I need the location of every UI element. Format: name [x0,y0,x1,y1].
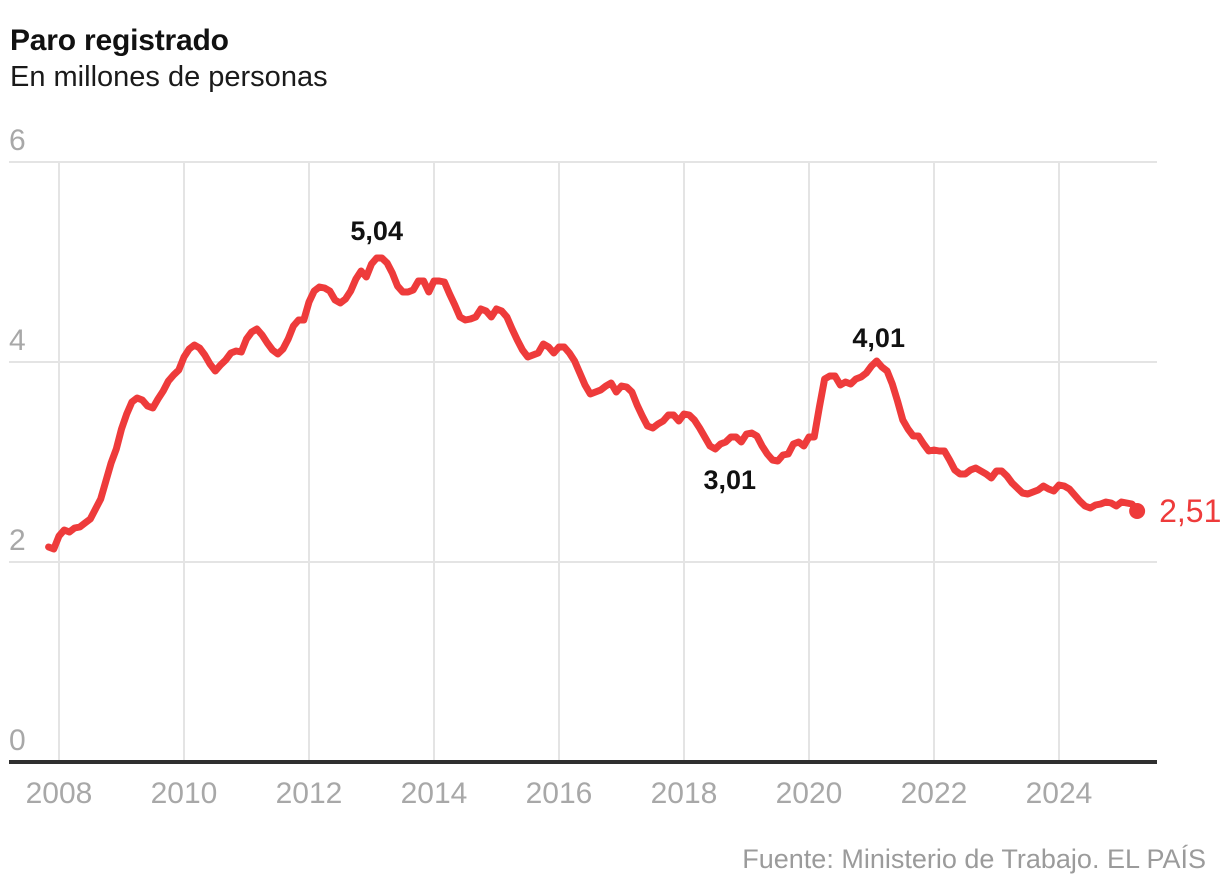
y-tick-label-2: 2 [9,524,26,557]
x-tick-label-2018: 2018 [651,777,718,810]
annotation-3-01: 3,01 [704,465,757,495]
x-tick-label-2024: 2024 [1026,777,1093,810]
x-tick-label-2012: 2012 [276,777,343,810]
unemployment-line [45,254,1141,553]
y-tick-label-4: 4 [9,324,26,357]
annotation-2-51: 2,51 [1159,493,1220,529]
annotation-4-01: 4,01 [852,323,905,353]
chart-title: Paro registrado [10,24,229,57]
annotation-5-04: 5,04 [350,216,403,246]
chart-subtitle: En millones de personas [10,61,328,93]
source-credit: Fuente: Ministerio de Trabajo. EL PAÍS [742,844,1206,874]
x-tick-label-2008: 2008 [26,777,93,810]
x-tick-label-2014: 2014 [401,777,468,810]
x-tick-label-2010: 2010 [151,777,218,810]
y-tick-label-6: 6 [9,124,26,157]
y-tick-label-0: 0 [9,724,26,757]
x-tick-label-2020: 2020 [776,777,843,810]
x-tick-label-2016: 2016 [526,777,593,810]
x-tick-label-2022: 2022 [901,777,968,810]
series-end-dot [1129,503,1146,519]
